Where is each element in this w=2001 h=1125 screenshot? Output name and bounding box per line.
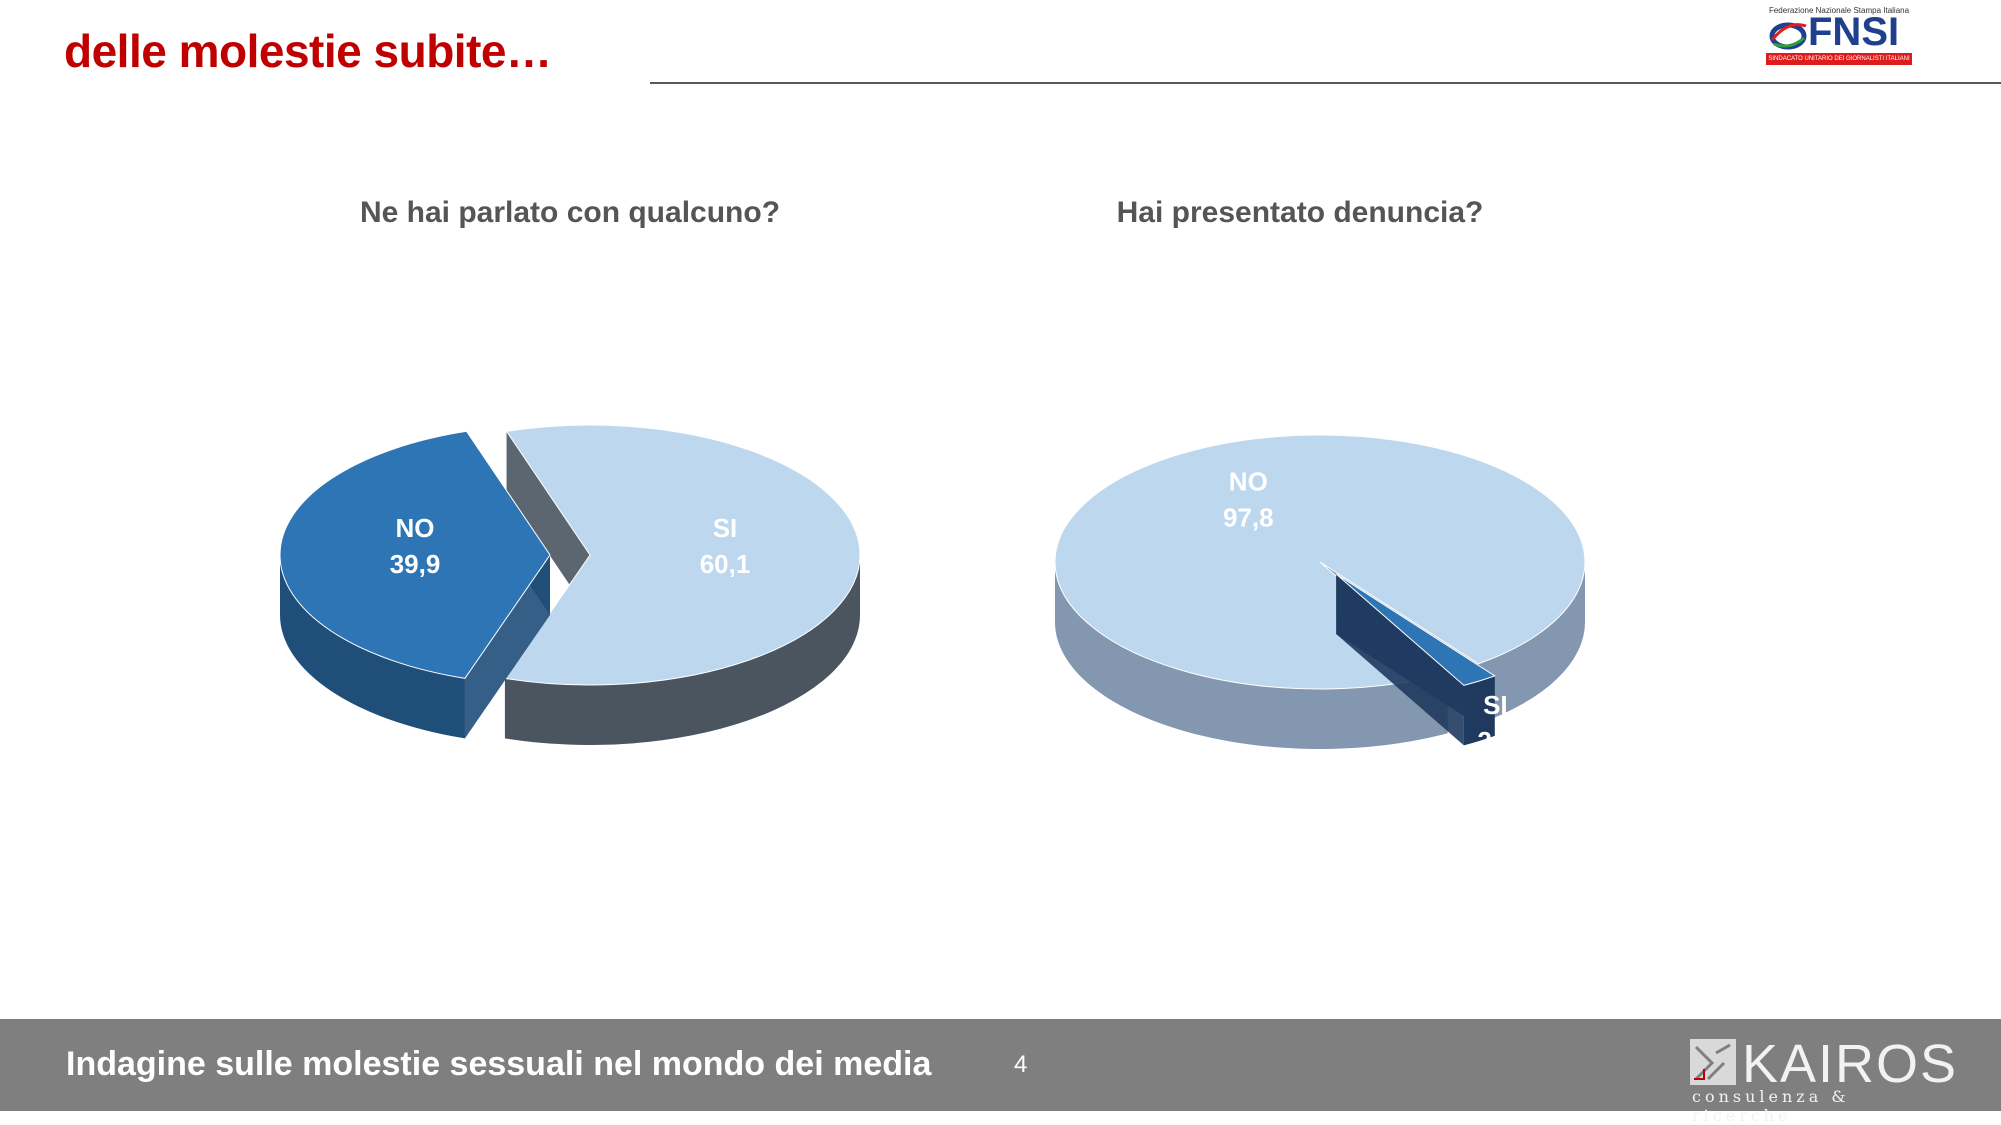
fnsi-tagline: Federazione Nazionale Stampa Italiana — [1768, 6, 1910, 15]
fnsi-swoosh-icon — [1769, 22, 1807, 50]
kairos-wordmark: KAIROS — [1742, 1034, 1959, 1094]
pie2-label-si-value: 2,2 — [1477, 726, 1513, 756]
footer-bar: Indagine sulle molestie sessuali nel mon… — [0, 1019, 2001, 1125]
pie1-slice-si — [504, 424, 861, 686]
pie2-slice-si — [1335, 573, 1496, 686]
pie2-slice-no — [1054, 434, 1586, 690]
pie2-label-si-category: SI — [1483, 690, 1508, 720]
pie-chart-1: SI 60,1 NO 39,9 — [279, 424, 861, 745]
chart-title-1: Ne hai parlato con qualcuno? — [359, 196, 781, 229]
pie1-label-si-value: 60,1 — [700, 549, 751, 579]
pie-chart-2: NO 97,8 SI 2,2 — [1054, 434, 1586, 756]
pie-charts: SI 60,1 NO 39,9 NO 97,8 SI 2,2 — [279, 424, 1586, 756]
kairos-mark-icon — [1690, 1039, 1736, 1085]
pie1-slice-no-side — [280, 554, 465, 739]
pie1-slice-no — [279, 430, 551, 679]
pie1-slice-no-cut — [464, 554, 551, 739]
pie2-slice-no-side — [1055, 562, 1448, 749]
slide-title: delle molestie subite… — [64, 25, 552, 77]
pie1-label-si-category: SI — [713, 513, 738, 543]
pie2-label-no-category: NO — [1229, 467, 1268, 497]
pie1-label-no-category: NO — [396, 513, 435, 543]
page-number: 4 — [1014, 1051, 1028, 1078]
footer-title: Indagine sulle molestie sessuali nel mon… — [66, 1045, 932, 1083]
pie2-slice-no-side — [1478, 562, 1585, 724]
pie2-slice-si-cut — [1336, 574, 1464, 746]
title-divider — [650, 82, 2001, 84]
kairos-subtitle: consulenza & ricerche — [1692, 1087, 1850, 1125]
chart-title-2: Hai presentato denuncia? — [1116, 196, 1484, 229]
pie1-slice-si-cut — [506, 431, 590, 615]
fnsi-wordmark: FNSI — [1808, 10, 1900, 54]
fnsi-strip: SINDACATO UNITARIO DEI GIORNALISTI ITALI… — [1766, 53, 1912, 65]
pie1-label-no-value: 39,9 — [390, 549, 441, 579]
kairos-logo: KAIROS consulenza & ricerche — [1690, 1034, 1956, 1125]
pie1-slice-si-side — [504, 555, 860, 745]
pie2-label-no-value: 97,8 — [1223, 503, 1274, 533]
